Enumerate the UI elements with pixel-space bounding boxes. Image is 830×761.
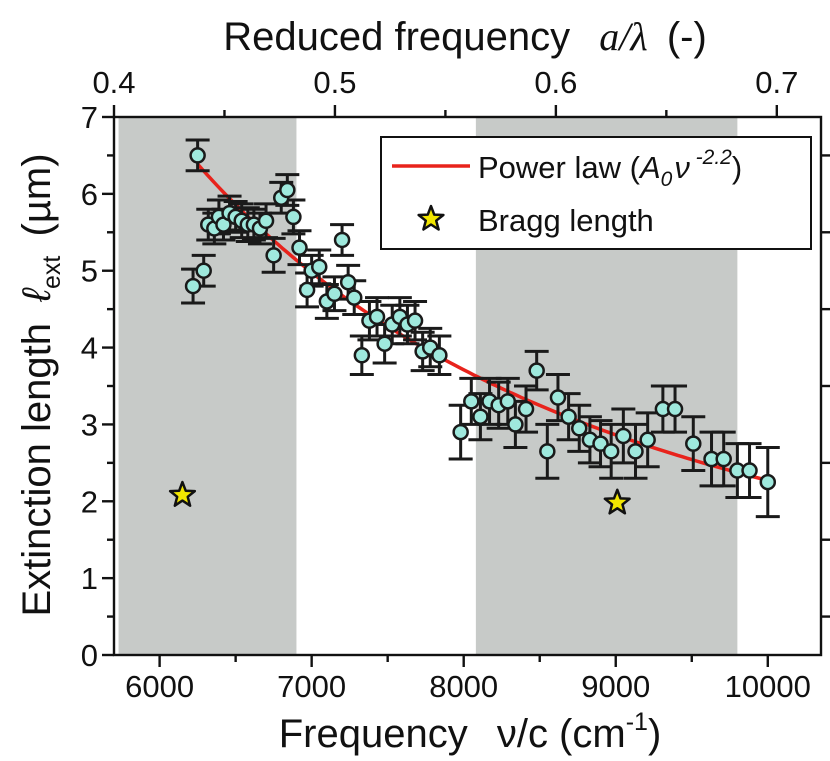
data-point-24 — [333, 231, 351, 249]
top-tick-label-2: 0.6 — [534, 65, 577, 100]
data-point-2 — [195, 262, 212, 279]
x-tick-label-0: 6000 — [125, 669, 194, 704]
top-axis-label-symbol: a/λ — [599, 14, 647, 59]
legend-fit-nu: ν — [674, 150, 690, 185]
y-tick-label-0: 0 — [81, 638, 98, 673]
x-tick-label-3: 9000 — [581, 669, 650, 704]
data-point-25 — [339, 273, 357, 291]
y-tick-label-5: 5 — [81, 254, 98, 289]
data-point-39 — [463, 393, 480, 410]
data-point-27 — [353, 347, 371, 364]
data-point-38 — [452, 423, 469, 441]
data-point-47 — [539, 443, 556, 460]
bragg-points — [168, 480, 631, 515]
y-axis-label-symbol: ℓ — [15, 287, 59, 303]
x-tick-label-1: 7000 — [277, 669, 346, 704]
top-axis-label-main: Reduced frequency — [223, 15, 570, 59]
x-axis-label-main: Frequency — [279, 712, 468, 756]
x-tick-label-2: 8000 — [429, 669, 498, 704]
data-point-40 — [472, 408, 489, 425]
x-axis-label-exp: -1 — [626, 708, 648, 736]
legend-fit-exp: -2.2 — [690, 146, 732, 169]
data-point-1 — [189, 147, 206, 164]
y-axis-label: Extinction length ℓext (µm) — [15, 153, 69, 616]
data-point-63 — [741, 462, 758, 479]
data-point-48 — [549, 389, 567, 406]
data-point-49 — [560, 408, 577, 425]
data-point-30 — [376, 335, 393, 352]
bragg-point-1 — [603, 488, 631, 515]
y-tick-label-2: 2 — [81, 484, 98, 519]
data-point-58 — [666, 400, 684, 418]
data-point-23 — [326, 285, 343, 303]
data-point-37 — [431, 347, 448, 364]
top-axis-label: Reduced frequency a/λ (-) — [223, 14, 707, 59]
y-axis-label-sub: ext — [38, 256, 66, 289]
x-tick-label-4: 10000 — [725, 669, 811, 704]
x-axis-label-close: ) — [648, 712, 661, 756]
x-axis-label: Frequency ν/c (cm-1) — [279, 708, 662, 756]
data-point-54 — [615, 427, 632, 445]
legend: Power law (A0ν -2.2) Bragg length — [380, 136, 812, 250]
legend-box — [380, 136, 812, 250]
data-point-18 — [291, 239, 308, 256]
data-point-53 — [602, 443, 620, 460]
top-tick-label-0: 0.4 — [92, 65, 135, 100]
y-tick-label-7: 7 — [81, 100, 98, 135]
data-point-26 — [345, 289, 363, 306]
top-tick-label-1: 0.5 — [313, 65, 356, 100]
data-point-50 — [571, 420, 588, 437]
legend-fit-sub: 0 — [661, 168, 673, 191]
data-point-14 — [265, 247, 282, 264]
data-point-21 — [311, 258, 328, 276]
data-point-64 — [759, 473, 777, 491]
shaded-region-0 — [118, 117, 297, 655]
data-point-46 — [528, 362, 545, 379]
data-point-17 — [285, 208, 302, 226]
data-point-52 — [592, 435, 609, 452]
ticks — [102, 105, 830, 667]
data-point-44 — [507, 416, 524, 433]
bragg-point-0 — [168, 480, 197, 507]
y-tick-label-1: 1 — [81, 561, 98, 596]
data-point-61 — [715, 450, 732, 468]
legend-fit-text: Power law ( — [478, 150, 641, 185]
top-tick-label-3: 0.7 — [755, 65, 798, 100]
legend-star-icon — [417, 204, 445, 231]
data-point-43 — [499, 393, 517, 410]
data-point-0 — [184, 277, 202, 295]
data-point-29 — [368, 308, 386, 326]
y-axis-label-main: Extinction length — [15, 323, 59, 617]
data-point-13 — [257, 212, 275, 230]
legend-star-label: Bragg length — [478, 203, 654, 238]
data-points — [184, 147, 777, 491]
data-point-45 — [517, 400, 535, 418]
top-axis-label-unit: (-) — [667, 15, 707, 59]
y-tick-label-6: 6 — [81, 177, 98, 212]
legend-fit-A: A — [638, 150, 661, 185]
y-tick-label-3: 3 — [81, 407, 98, 442]
data-point-19 — [298, 281, 316, 299]
data-point-34 — [406, 312, 424, 329]
data-point-56 — [639, 431, 656, 449]
y-axis-label-unit: (µm) — [15, 153, 59, 236]
legend-fit-close: ) — [732, 150, 742, 185]
data-point-59 — [685, 435, 702, 452]
y-tick-label-4: 4 — [81, 331, 98, 366]
data-point-55 — [627, 443, 644, 460]
x-axis-label-symbol: ν/c (cm — [497, 712, 626, 756]
tick-labels: 6000 7000 8000 9000 10000 0 1 2 3 4 5 6 70.4 0.5 0.6 0.… — [81, 65, 811, 704]
legend-fit-label: Power law (A0ν -2.2) — [478, 146, 742, 191]
data-point-16 — [279, 181, 296, 199]
